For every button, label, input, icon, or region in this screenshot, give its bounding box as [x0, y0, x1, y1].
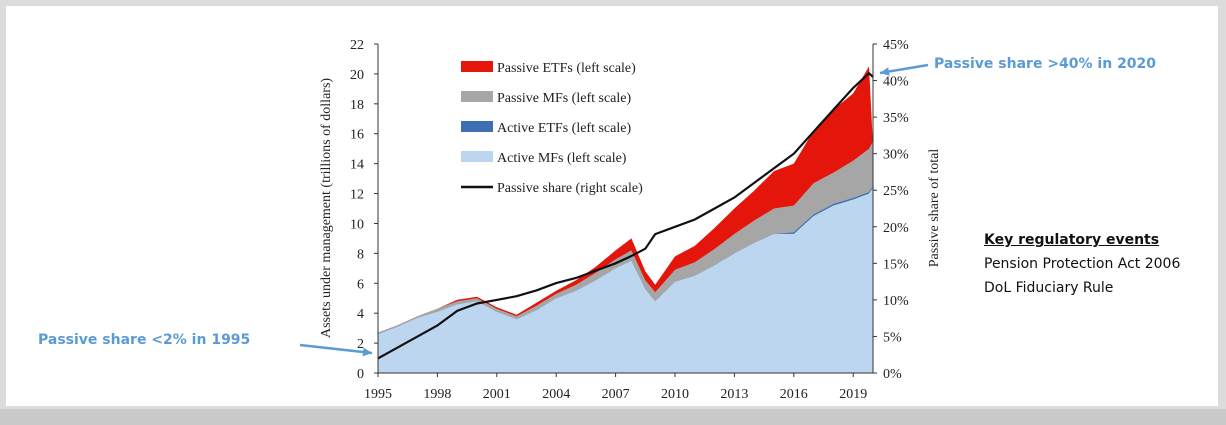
- legend-active-mfs-label: Active MFs (left scale): [497, 151, 627, 166]
- event-item: Pension Protection Act 2006: [984, 256, 1181, 272]
- x-tick-label: 1998: [423, 387, 451, 402]
- legend-passive-etfs-label: Passive ETFs (left scale): [497, 61, 636, 76]
- y-axis-right-title: Passive share of total: [927, 149, 942, 268]
- legend-active-etfs-label: Active ETFs (left scale): [497, 121, 631, 136]
- y-left-tick-label: 4: [357, 307, 364, 322]
- arrow-1995-head: [362, 347, 372, 357]
- area-active-mfs: [378, 187, 873, 373]
- regulatory-events-title: Key regulatory events: [984, 232, 1160, 248]
- y-left-tick-label: 8: [357, 247, 364, 262]
- y-right-tick-label: 15%: [883, 257, 909, 272]
- arrow-1995: [299, 343, 373, 355]
- y-left-tick-label: 0: [357, 367, 364, 382]
- y-right-tick-label: 5%: [883, 330, 902, 345]
- y-right-tick-label: 20%: [883, 221, 909, 236]
- y-axis-left-title: Assets under management (trillions of do…: [319, 78, 334, 338]
- x-tick-label: 2004: [542, 387, 570, 402]
- y-left-tick-label: 12: [350, 188, 364, 203]
- legend-active-etfs-swatch: [461, 121, 493, 132]
- y-right-tick-label: 45%: [883, 38, 909, 53]
- axes: [374, 43, 877, 377]
- legend-passive-mfs-label: Passive MFs (left scale): [497, 91, 631, 106]
- y-left-tick-label: 14: [350, 158, 364, 173]
- y-left-tick-label: 6: [357, 277, 364, 292]
- y-right-tick-label: 35%: [883, 111, 909, 126]
- y-right-tick-label: 10%: [883, 294, 909, 309]
- x-tick-label: 2013: [720, 387, 748, 402]
- x-tick-label: 2001: [483, 387, 511, 402]
- y-right-tick-label: 0%: [883, 367, 902, 382]
- x-tick-label: 2007: [602, 387, 630, 402]
- regulatory-events: Key regulatory events Pension Protection…: [984, 228, 1180, 300]
- y-left-tick-label: 22: [350, 38, 364, 53]
- y-left-tick-label: 16: [350, 128, 364, 143]
- y-left-tick-label: 10: [350, 217, 364, 232]
- legend-passive-etfs-swatch: [461, 61, 493, 72]
- y-right-tick-label: 40%: [883, 75, 909, 90]
- legend-passive-mfs-swatch: [461, 91, 493, 102]
- callout-passive-share-1995: Passive share <2% in 1995: [38, 332, 251, 348]
- arrow-2020-head: [880, 67, 890, 76]
- legend-active-mfs-swatch: [461, 151, 493, 162]
- callout-passive-share-2020: Passive share >40% in 2020: [934, 56, 1157, 72]
- x-tick-label: 2019: [839, 387, 867, 402]
- y-left-tick-label: 18: [350, 98, 364, 113]
- x-tick-label: 2010: [661, 387, 689, 402]
- area-layers: [377, 66, 874, 374]
- y-left-tick-label: 2: [357, 337, 364, 352]
- x-tick-label: 1995: [364, 387, 392, 402]
- legend: Passive ETFs (left scale) Passive MFs (le…: [461, 61, 643, 196]
- tick-labels: 0 2 4 6 8 10 12 14 16 18 20 22 0% 5% 10% 15% 20% 25% 30% 35…: [350, 38, 909, 402]
- y-left-tick-label: 20: [350, 68, 364, 83]
- legend-passive-share-label: Passive share (right scale): [497, 181, 643, 196]
- y-right-tick-label: 25%: [883, 184, 909, 199]
- event-item: DoL Fiduciary Rule: [984, 280, 1114, 296]
- x-tick-label: 2016: [780, 387, 808, 402]
- passive-share-line: [377, 71, 874, 360]
- bottom-bar: [0, 409, 1226, 425]
- y-right-tick-label: 30%: [883, 148, 909, 163]
- callout-arrows: [299, 63, 929, 357]
